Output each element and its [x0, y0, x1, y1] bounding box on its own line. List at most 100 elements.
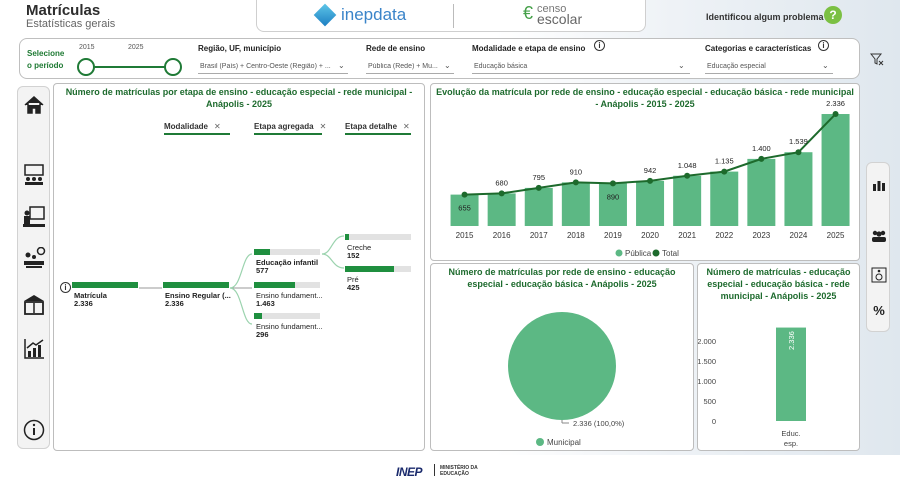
- book-icon[interactable]: [22, 293, 46, 315]
- info-icon[interactable]: [22, 419, 46, 441]
- point-total-2021[interactable]: [684, 172, 691, 179]
- chevron-down-icon[interactable]: ⌄: [822, 61, 829, 70]
- bar-2015[interactable]: [450, 194, 479, 226]
- network-filter-value[interactable]: Pública (Rede) + Mu...: [368, 63, 438, 70]
- bar-2021[interactable]: [673, 175, 702, 226]
- inepdata-logo-icon: [313, 3, 337, 27]
- bar-2016[interactable]: [487, 193, 516, 226]
- x-tick-label: 2020: [641, 231, 659, 240]
- legend-marker-municipal: [536, 438, 544, 446]
- bar-value-label: 2.336: [787, 331, 796, 350]
- data-label: 942: [644, 166, 657, 175]
- point-total-2017[interactable]: [535, 184, 542, 191]
- bar-2017[interactable]: [524, 187, 553, 226]
- teacher-icon[interactable]: [22, 205, 46, 227]
- chevron-down-icon[interactable]: ⌄: [338, 61, 345, 70]
- filter-clear-icon[interactable]: [869, 52, 884, 69]
- period-slider-track[interactable]: [86, 66, 174, 68]
- bar-chart-icon[interactable]: [869, 179, 889, 194]
- accessibility-icon[interactable]: [869, 267, 889, 286]
- y-tick-label: 1.000: [698, 377, 716, 386]
- point-total-2018[interactable]: [572, 179, 579, 186]
- chevron-down-icon[interactable]: ⌄: [444, 61, 451, 70]
- data-label: 655: [458, 204, 471, 213]
- percent-icon[interactable]: %: [873, 303, 885, 318]
- pie-slice-label: 2.336 (100,0%): [573, 419, 625, 428]
- censo-line2: escolar: [537, 11, 583, 27]
- x-tick-label: 2018: [567, 231, 585, 240]
- help-icon[interactable]: ?: [824, 6, 842, 24]
- categories-filter-label: Categorias e características: [705, 44, 812, 53]
- bar-2022[interactable]: [710, 171, 739, 226]
- left-navigation: [17, 86, 50, 449]
- tree-node-bar-pre[interactable]: [345, 266, 394, 272]
- home-icon[interactable]: [22, 95, 46, 117]
- categories-filter-value[interactable]: Educação especial: [707, 63, 766, 70]
- tree-node-bar-ensino-regular[interactable]: [163, 282, 229, 288]
- tree-node-bar-matricula[interactable]: [72, 282, 138, 288]
- point-total-2016[interactable]: [498, 190, 505, 197]
- point-total-2015[interactable]: [461, 191, 468, 198]
- network-filter-label: Rede de ensino: [366, 44, 426, 53]
- bar-2023[interactable]: [747, 158, 776, 226]
- tree-node-label-ensino-fundamental-2: Ensino fundament...: [256, 322, 323, 331]
- point-total-2022[interactable]: [721, 168, 728, 175]
- report-problem-link[interactable]: Identificou algum problema?: [706, 12, 830, 22]
- column-underline: [345, 133, 411, 135]
- tree-bar-bg: [345, 234, 411, 240]
- close-icon[interactable]: ✕: [403, 122, 410, 131]
- column-underline: [254, 133, 322, 135]
- y-tick-label: 0: [712, 417, 716, 426]
- tree-node-value-educacao-infantil: 577: [256, 266, 269, 275]
- x-tick-label: 2023: [752, 231, 770, 240]
- pie-legend-label: Municipal: [547, 438, 581, 447]
- growth-chart-icon[interactable]: [22, 337, 46, 359]
- bar-2020[interactable]: [636, 180, 665, 226]
- legend-marker-total: [652, 249, 660, 257]
- tree-panel-title: Número de matrículas por etapa de ensino…: [65, 87, 413, 109]
- point-total-2025[interactable]: [832, 111, 839, 118]
- point-total-2020[interactable]: [647, 177, 654, 184]
- period-slider-end-handle[interactable]: [164, 58, 182, 76]
- bar-2019[interactable]: [598, 183, 627, 226]
- close-icon[interactable]: ✕: [214, 122, 221, 131]
- legend-label-publica: Pública: [625, 249, 652, 258]
- info-icon[interactable]: i: [594, 40, 605, 51]
- point-total-2024[interactable]: [795, 149, 802, 156]
- tree-connectors: [139, 235, 345, 325]
- people-icon[interactable]: [869, 229, 889, 246]
- period-selector-label: Selecione o período: [27, 48, 64, 72]
- tree-node-value-ensino-fundamental-2: 296: [256, 330, 269, 339]
- ministry-line2: EDUCAÇÃO: [440, 471, 469, 477]
- tree-node-label-ensino-regular: Ensino Regular (...: [165, 291, 231, 300]
- classroom-icon[interactable]: [22, 163, 46, 185]
- y-tick-label: 2.000: [698, 337, 716, 346]
- tree-node-bar-educacao-infantil[interactable]: [254, 249, 270, 255]
- col-label: Etapa agregada: [254, 122, 314, 131]
- info-icon[interactable]: i: [60, 282, 71, 293]
- point-total-2019[interactable]: [609, 180, 616, 187]
- period-label-line2: o período: [27, 61, 64, 70]
- tree-node-bar-creche[interactable]: [345, 234, 349, 240]
- tree-node-bar-ensino-fundamental-2[interactable]: [254, 313, 262, 319]
- tree-node-bar-ensino-fundamental-1[interactable]: [254, 282, 295, 288]
- bar-educ-esp[interactable]: [776, 327, 806, 421]
- point-total-2023[interactable]: [758, 155, 765, 162]
- period-slider-start-handle[interactable]: [77, 58, 95, 76]
- pie-slice-municipal[interactable]: [508, 312, 616, 420]
- data-label: 890: [607, 192, 620, 201]
- censo-line1: censo: [537, 3, 567, 15]
- school-management-icon[interactable]: [22, 246, 46, 269]
- chevron-down-icon[interactable]: ⌄: [678, 61, 685, 70]
- modality-filter-value[interactable]: Educação básica: [474, 63, 528, 70]
- bar-2024[interactable]: [784, 152, 813, 226]
- tree-node-value-matricula: 2.336: [74, 299, 93, 308]
- region-filter-value[interactable]: Brasil (País) + Centro-Oeste (Região) + …: [200, 63, 331, 70]
- bar-2018[interactable]: [561, 182, 590, 226]
- data-label: 1.539: [789, 137, 808, 146]
- close-icon[interactable]: ✕: [319, 122, 327, 131]
- year-start-label: 2015: [79, 44, 95, 51]
- bar-2025[interactable]: [821, 114, 850, 226]
- tree-node-label-creche: Creche: [347, 243, 372, 252]
- info-icon[interactable]: i: [818, 40, 829, 51]
